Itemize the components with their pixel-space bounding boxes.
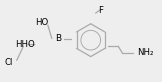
Text: HO: HO <box>35 18 48 27</box>
Text: Cl: Cl <box>5 58 13 67</box>
Text: F: F <box>98 6 103 15</box>
Text: B: B <box>55 34 61 43</box>
Text: NH₂: NH₂ <box>138 48 154 57</box>
Text: HHO: HHO <box>15 40 35 49</box>
